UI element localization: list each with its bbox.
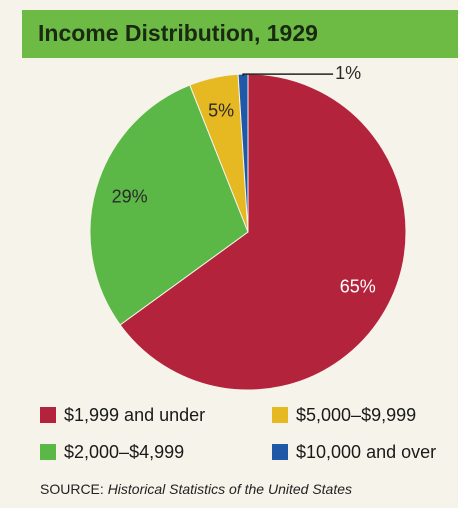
pie: 65% 29% 5% 1% (89, 63, 407, 391)
slice-label: 65% (340, 277, 376, 297)
pie-slice (89, 84, 249, 326)
legend: $1,999 and under $2,000–$4,999 $5,000–$9,9… (40, 405, 436, 462)
leader-line (242, 73, 334, 77)
legend-label: $1,999 and under (64, 405, 205, 425)
source-label: SOURCE: (40, 481, 104, 497)
legend-swatch (40, 407, 56, 423)
legend-swatch (272, 407, 288, 423)
source: SOURCE: Historical Statistics of the Uni… (40, 481, 352, 497)
legend-label: $5,000–$9,999 (296, 405, 416, 425)
legend-label: $2,000–$4,999 (64, 442, 184, 462)
title-bar (22, 10, 458, 58)
slice-label: 1% (335, 63, 361, 83)
legend-swatch (272, 444, 288, 460)
legend-swatch (40, 444, 56, 460)
slice-label: 29% (112, 186, 148, 206)
legend-label: $10,000 and over (296, 442, 436, 462)
slice-label: 5% (208, 100, 234, 120)
chart-title: Income Distribution, 1929 (38, 20, 318, 46)
source-text: Historical Statistics of the United Stat… (108, 481, 352, 497)
pie-slice (119, 73, 407, 391)
